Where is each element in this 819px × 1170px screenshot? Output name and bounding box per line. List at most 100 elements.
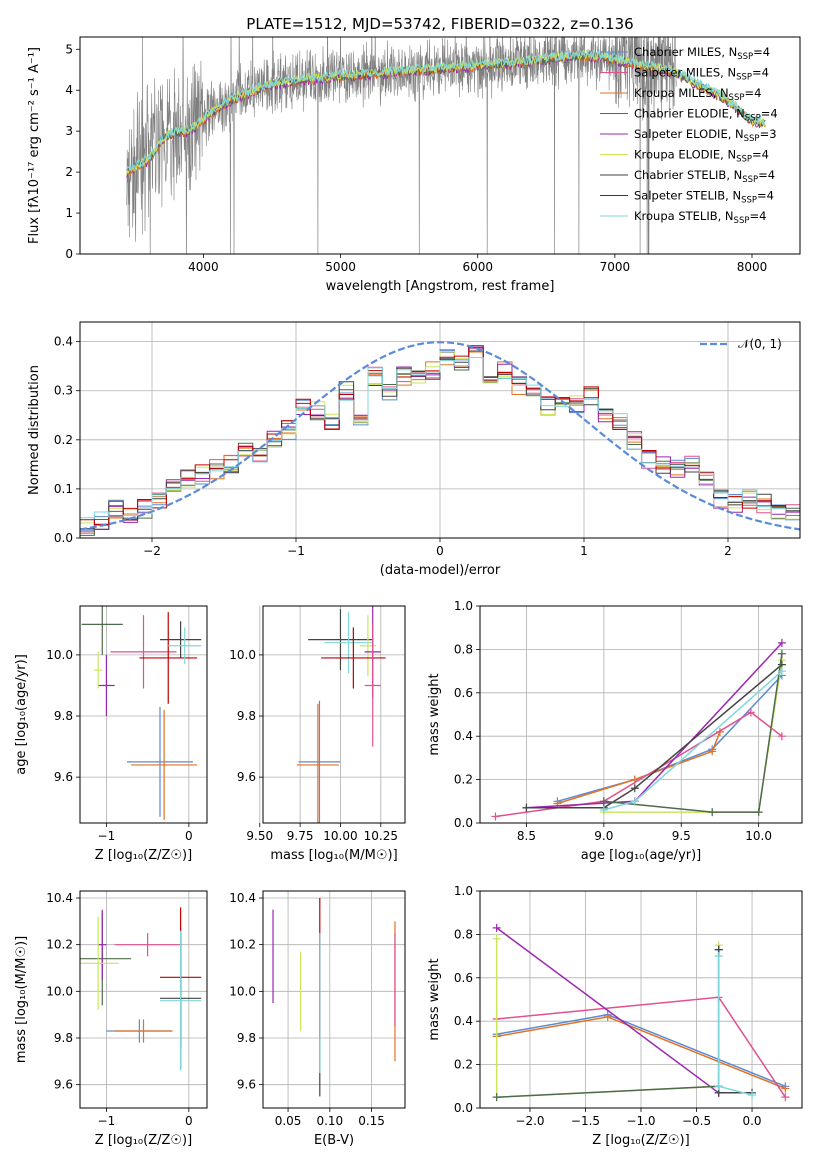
residual-histogram — [80, 357, 800, 521]
y-tick-label: 1.0 — [454, 599, 473, 613]
mass-weight-marker — [777, 667, 786, 676]
y-tick-label: 10.4 — [46, 891, 73, 905]
y-axis-label: mass weight — [427, 958, 442, 1040]
y-tick-label: 0.6 — [454, 686, 473, 700]
mass-weight-marker — [746, 708, 755, 717]
axes-frame — [79, 321, 801, 539]
legend-text: Kroupa ELODIE, N — [634, 148, 736, 162]
mass-weight-marker — [777, 732, 786, 741]
x-tick-label: −2 — [143, 544, 161, 558]
y-tick-label: 0.0 — [54, 531, 73, 545]
x-axis-label: (data-model)/error — [380, 563, 501, 578]
axes-frame — [79, 605, 208, 824]
y-tick-label: 0 — [65, 247, 73, 261]
legend-tail: =4 — [753, 45, 770, 59]
legend-sub: SSP — [741, 196, 757, 206]
mass-weight-marker — [714, 952, 723, 961]
mass-weight-marker — [522, 803, 531, 812]
legend-entry: Salpeter ELODIE, NSSP=3 — [634, 127, 777, 144]
y-tick-label: 2 — [65, 165, 73, 179]
y-tick-label: 0.2 — [54, 433, 73, 447]
legend-tail: =3 — [760, 127, 777, 141]
x-tick-label: −1 — [287, 544, 305, 558]
x-tick-label: 6000 — [462, 260, 493, 274]
legend-sub: SSP — [745, 114, 761, 124]
y-tick-label: 10.0 — [46, 648, 73, 662]
x-tick-label: 7000 — [600, 260, 631, 274]
legend-sub: SSP — [742, 175, 758, 185]
legend-tail: =4 — [749, 209, 766, 223]
legend-text: Chabrier MILES, N — [634, 45, 737, 59]
y-tick-label: 9.6 — [54, 1078, 73, 1092]
legend-tail: =4 — [761, 107, 778, 121]
y-tick-label: 0.1 — [54, 482, 73, 496]
y-tick-label: 9.6 — [237, 1078, 256, 1092]
y-tick-label: 0.8 — [454, 642, 473, 656]
mass-weight-line — [557, 731, 721, 805]
y-tick-label: 3 — [65, 124, 73, 138]
x-tick-label: 0.10 — [316, 1114, 343, 1128]
x-tick-label: −1.5 — [571, 1114, 600, 1128]
y-tick-label: 0.4 — [454, 729, 473, 743]
y-tick-label: 1 — [65, 206, 73, 220]
axes-frame — [479, 890, 803, 1109]
y-tick-label: 10.0 — [229, 984, 256, 998]
mass-weight-line — [603, 653, 783, 813]
legend-entry: Chabrier STELIB, NSSP=4 — [634, 168, 775, 185]
x-axis-label: wavelength [Angstrom, rest frame] — [326, 279, 555, 294]
x-tick-label: 10.00 — [323, 829, 357, 843]
x-tick-label: −1 — [98, 829, 116, 843]
axes-frame — [262, 605, 406, 824]
axes-frame — [479, 605, 803, 824]
mass-weight-marker — [630, 797, 639, 806]
x-tick-label: 4000 — [188, 260, 219, 274]
y-tick-label: 9.6 — [54, 770, 73, 784]
legend-entry: Salpeter MILES, NSSP=4 — [634, 66, 769, 83]
x-tick-label: −1 — [98, 1114, 116, 1128]
x-tick-label: 8000 — [737, 260, 768, 274]
mass-weight-marker — [708, 808, 717, 817]
x-axis-label: E(B-V) — [314, 1133, 354, 1148]
mass-weight-marker — [781, 1084, 790, 1093]
x-axis-label: Z [log₁₀(Z/Z☉)] — [592, 1133, 689, 1148]
legend-entry: Salpeter STELIB, NSSP=4 — [634, 189, 774, 206]
mass-weight-marker — [754, 808, 763, 817]
legend-text: Chabrier ELODIE, N — [634, 107, 745, 121]
legend-tail: =4 — [758, 168, 775, 182]
x-tick-label: 1 — [580, 544, 588, 558]
y-tick-label: 0.6 — [454, 971, 473, 985]
y-tick-label: 9.8 — [237, 709, 256, 723]
legend-entry: Chabrier ELODIE, NSSP=4 — [634, 107, 778, 124]
mass-weight-marker — [599, 805, 608, 814]
mass-weight-marker — [599, 797, 608, 806]
observed-spectrum — [126, 37, 677, 254]
x-axis-label: Z [log₁₀(Z/Z☉)] — [95, 848, 192, 863]
legend-text: Salpeter ELODIE, N — [634, 127, 744, 141]
y-axis-label: mass weight — [427, 673, 442, 755]
mass-weight-marker — [492, 934, 501, 943]
x-tick-label: −1.0 — [626, 1114, 655, 1128]
y-tick-label: 9.6 — [237, 770, 256, 784]
y-tick-label: 9.8 — [237, 1031, 256, 1045]
normal-curve — [79, 341, 801, 531]
mass-weight-marker — [630, 784, 639, 793]
legend-sub: SSP — [736, 155, 752, 165]
y-tick-label: 10.2 — [46, 938, 73, 952]
y-axis-label: mass [log₁₀(M/M☉)] — [14, 936, 29, 1063]
x-tick-label: −0.5 — [682, 1114, 711, 1128]
x-tick-label: 9.5 — [672, 829, 691, 843]
y-tick-label: 10.0 — [229, 648, 256, 662]
legend-tail: =4 — [744, 86, 761, 100]
mass-weight-marker — [708, 747, 717, 756]
axes-frame — [262, 890, 406, 1109]
legend-tail: =4 — [757, 189, 774, 203]
legend-sub: SSP — [734, 216, 750, 226]
y-axis-label: Flux [fλ10⁻¹⁷ erg cm⁻² s⁻¹ A⁻¹] — [27, 47, 42, 244]
y-tick-label: 0.0 — [454, 1101, 473, 1115]
mass-weight-marker — [748, 1090, 757, 1099]
y-tick-label: 10.4 — [229, 891, 256, 905]
mass-weight-marker — [491, 812, 500, 821]
y-tick-label: 0.3 — [54, 384, 73, 398]
legend-text: Salpeter MILES, N — [634, 66, 736, 80]
